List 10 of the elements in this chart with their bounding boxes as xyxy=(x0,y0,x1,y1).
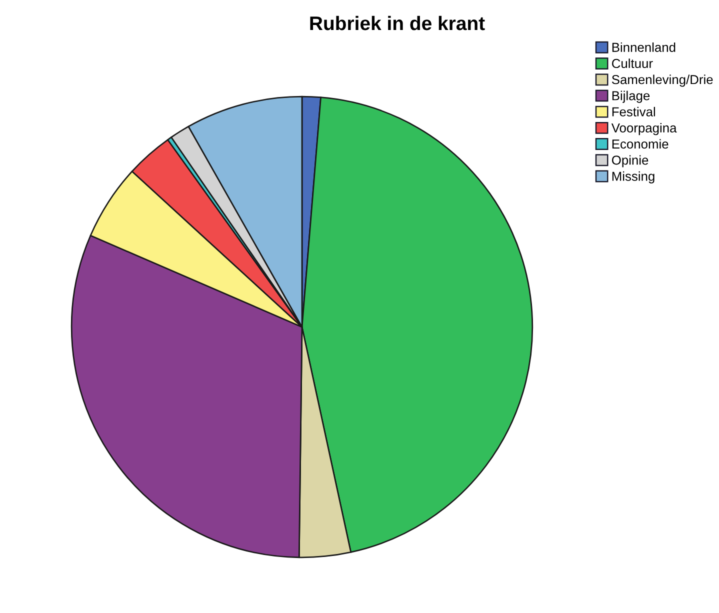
legend-label: Voorpagina xyxy=(611,123,677,136)
legend-label: Cultuur xyxy=(612,58,653,68)
legend-label: Economie xyxy=(612,139,668,149)
legend-label: Festival xyxy=(612,106,656,116)
legend-label: Binnenland xyxy=(612,42,676,52)
legend-label: Samenleving/Drie xyxy=(612,74,713,87)
chart-title: Rubriek in de krant xyxy=(310,16,485,30)
legend-label: Missing xyxy=(612,171,654,184)
legend-label: Opinie xyxy=(612,155,648,168)
legend-label: Bijlage xyxy=(612,90,650,103)
